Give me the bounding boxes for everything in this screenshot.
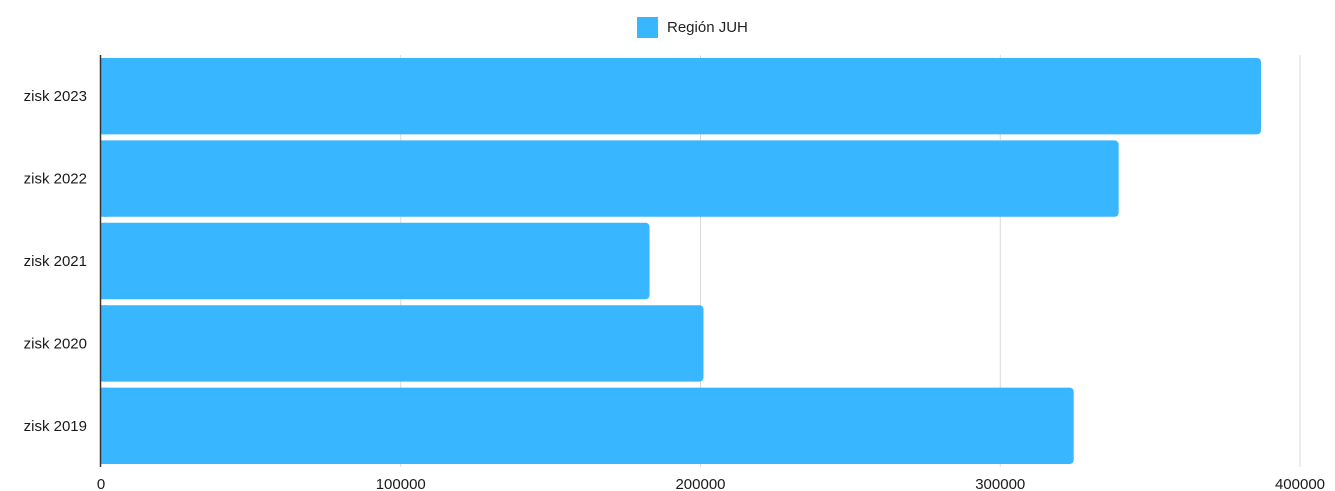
- legend-label: Región JUH: [667, 18, 748, 36]
- x-tick-label: 0: [97, 476, 105, 491]
- x-tick-label: 200000: [675, 476, 725, 491]
- bar-base: [101, 140, 107, 217]
- y-tick-label: zisk 2019: [24, 418, 87, 435]
- x-tick-label: 300000: [975, 476, 1025, 491]
- bar-base: [101, 222, 107, 300]
- bar: [101, 140, 1119, 217]
- bar: [101, 222, 650, 300]
- bar: [101, 305, 704, 382]
- legend: Región JUH: [637, 16, 748, 38]
- y-tick-label: zisk 2023: [24, 88, 87, 105]
- y-tick-label: zisk 2022: [24, 171, 87, 188]
- y-tick-label: zisk 2020: [24, 335, 87, 352]
- bar-base: [101, 58, 107, 135]
- bar-base: [101, 305, 107, 382]
- x-tick-label: 100000: [376, 476, 426, 491]
- bar: [101, 58, 1262, 135]
- bar-base: [101, 387, 107, 464]
- legend-swatch: [637, 16, 658, 38]
- y-tick-label: zisk 2021: [24, 253, 87, 270]
- bar: [101, 387, 1074, 464]
- x-tick-label: 400000: [1275, 476, 1325, 491]
